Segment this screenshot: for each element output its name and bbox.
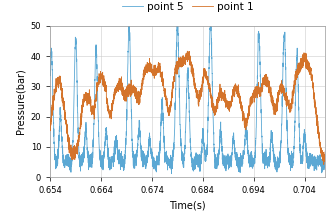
point 5: [288, 160, 292, 163]
point 5: [318, 154, 322, 156]
point 1: [288, 106, 292, 109]
point 1: [185, 50, 189, 52]
point 1: [96, 86, 100, 88]
point 1: [48, 126, 52, 129]
X-axis label: Time(s): Time(s): [169, 201, 206, 211]
point 5: [170, 172, 174, 175]
point 5: [96, 106, 100, 109]
point 1: [322, 163, 326, 166]
point 5: [48, 70, 52, 72]
point 5: [80, 164, 84, 167]
point 1: [153, 74, 157, 76]
Y-axis label: Pressure(bar): Pressure(bar): [15, 69, 25, 134]
point 1: [318, 140, 322, 142]
point 5: [127, 25, 131, 27]
point 5: [154, 164, 158, 167]
point 1: [323, 151, 327, 153]
point 1: [165, 110, 170, 112]
point 5: [323, 158, 327, 160]
Legend: point 5, point 1: point 5, point 1: [118, 0, 258, 16]
Line: point 5: point 5: [50, 26, 325, 174]
point 1: [80, 113, 84, 116]
point 5: [165, 169, 170, 171]
Line: point 1: point 1: [50, 51, 325, 165]
